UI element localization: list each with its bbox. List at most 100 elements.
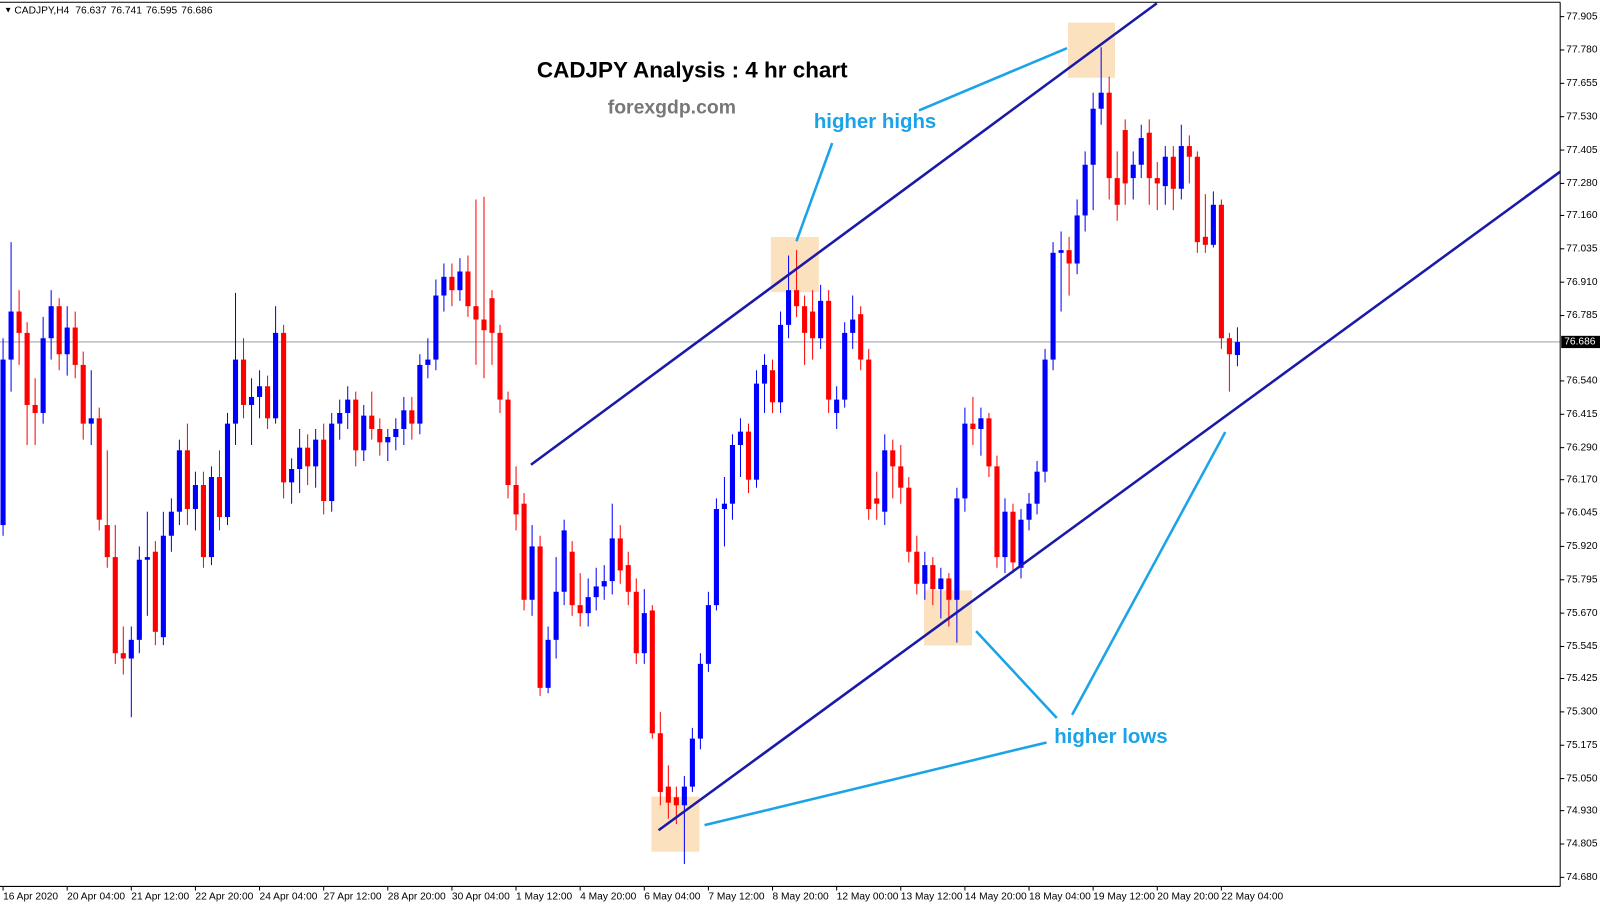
candle-body [898,466,904,488]
candle-body [160,535,166,638]
candle-body [112,557,118,654]
x-tick-label: 27 Apr 12:00 [324,891,382,902]
candle-body [609,538,615,582]
candle-body [697,663,703,739]
lower-trend-line [657,170,1561,832]
x-tick-label: 4 May 20:00 [580,891,636,902]
current-price-box [1561,335,1600,349]
candle-body [753,383,760,480]
candle-body [248,396,255,405]
candle-body [369,415,375,429]
candle-body [545,639,551,688]
candle-body [585,597,591,614]
candle-body [970,423,976,429]
candle-body [537,546,543,688]
y-tick-label: 75.920 [1566,541,1598,552]
candle-body [810,311,816,339]
candle-body [858,314,864,360]
candle-body [1050,252,1056,360]
candle-body [136,559,142,640]
candle-body [777,324,784,403]
y-tick-label: 77.160 [1566,210,1598,221]
candle-body [96,418,102,520]
candle-body [834,399,840,413]
candle-body [874,498,880,504]
candle-body [473,306,479,320]
header-close: 76.686 [181,5,213,16]
candle-body [1034,471,1040,504]
callout-line [795,142,834,242]
y-tick-label: 76.045 [1566,508,1598,519]
candle-body [842,332,848,400]
y-tick-label: 74.930 [1566,805,1598,816]
candle-body [665,786,671,803]
candle-body [721,503,727,510]
y-tick-label: 77.405 [1566,145,1598,156]
y-tick-label: 77.655 [1566,78,1598,89]
callout-line [704,741,1047,827]
candle-body [713,509,719,606]
x-tick-label: 16 Apr 2020 [3,891,58,902]
candle-body [409,410,415,424]
candle-body [265,386,271,419]
candle-body [978,418,984,429]
candle-body [184,450,190,510]
candle-body [104,525,110,558]
candle-body [1138,138,1144,165]
candle-body [1210,204,1216,245]
x-tick-label: 18 May 04:00 [1029,891,1091,902]
y-tick-label: 74.680 [1566,872,1598,883]
x-tick-label: 28 Apr 20:00 [388,891,446,902]
candle-body [505,399,511,486]
candle-body [529,546,535,600]
candle-body [120,653,126,659]
x-tick-label: 14 May 20:00 [965,891,1027,902]
upper-trend-line [530,2,1158,466]
y-tick-label: 75.670 [1566,608,1598,619]
candle-body [930,565,936,590]
candle-body [794,290,800,307]
candle-body [850,319,856,333]
candle-body [353,399,359,451]
candle-body [393,428,399,437]
candle-body [441,276,447,296]
y-tick-label: 77.035 [1566,244,1598,255]
y-tick-label: 75.545 [1566,641,1598,652]
candle-body [457,271,463,291]
annotation: higher lows [1054,726,1167,748]
candle-body [152,551,158,632]
candle-body [1002,511,1008,558]
candle-body [1074,215,1080,264]
candle-body [289,469,295,483]
candle-body [417,364,423,424]
candle-body [1218,204,1224,339]
candle-body [962,423,968,499]
candle-body [361,415,367,451]
y-tick-label: 76.170 [1566,474,1598,485]
candle-body [569,551,575,606]
y-tick-label: 74.805 [1566,839,1598,850]
candle-body [1066,250,1072,264]
candle-body [16,311,22,333]
y-tick-label: 75.050 [1566,773,1598,784]
candle-body [914,551,920,584]
candle-body [1178,146,1184,189]
candle-body [273,332,279,419]
candle-body [521,503,527,600]
candle-body [601,581,607,587]
candle-body [425,359,431,365]
candle-body [72,327,78,365]
candle-body [345,399,351,413]
candle-body [0,359,6,526]
candle-body [745,431,752,480]
candle-body [802,306,808,333]
candle-body [553,591,559,640]
candle-body [80,364,86,424]
candle-body [954,498,960,600]
x-tick-label: 20 Apr 04:00 [67,891,125,902]
chart-subtitle: forexgdp.com [608,97,736,119]
candle-body [818,300,824,339]
candle-body [1234,341,1240,356]
candle-body [689,738,695,787]
